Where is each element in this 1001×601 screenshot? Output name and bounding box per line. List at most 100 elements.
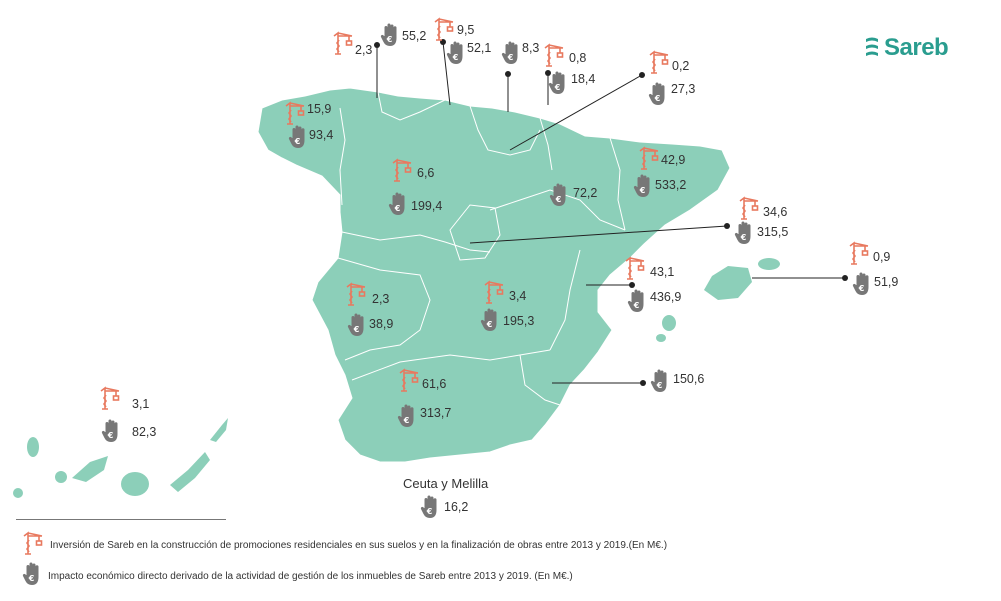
border-extremadura (337, 257, 431, 361)
leader-madrid (469, 225, 728, 244)
impact-value: 533,2 (655, 178, 687, 192)
dot-murcia (640, 380, 646, 386)
region-borders (337, 91, 626, 406)
menorca (758, 258, 780, 270)
svg-text:€: € (386, 35, 393, 44)
balearic-islands (656, 258, 780, 342)
hand-euro-icon: € (852, 271, 872, 302)
crane-icon (638, 146, 660, 175)
investment-value: 3,4 (509, 289, 527, 303)
crane-icon (483, 280, 505, 309)
dot-la-rioja (639, 72, 645, 78)
logo-text: Sareb (884, 34, 949, 61)
dot-asturias-extra (505, 71, 511, 77)
hand-euro-icon: € (446, 40, 466, 71)
investment-value: 6,6 (417, 166, 435, 180)
impact-value: 93,4 (309, 128, 334, 142)
impact-value: 16,2 (444, 500, 469, 514)
investment-value: 34,6 (763, 205, 788, 219)
border-basque (469, 105, 541, 156)
crane-icon (332, 31, 354, 60)
impact-value: 27,3 (671, 82, 696, 96)
investment-value: 42,9 (661, 153, 686, 167)
hand-euro-icon: € (648, 81, 668, 112)
legend-investment-text: Inversión de Sareb en la construcción de… (50, 540, 668, 551)
crane-icon (284, 101, 306, 130)
hand-euro-icon: € (501, 40, 521, 71)
impact-value: 38,9 (369, 317, 394, 331)
dot-baleares (842, 275, 848, 281)
impact-value: 195,3 (503, 314, 535, 328)
hand-euro-icon: € (549, 182, 569, 213)
svg-text:€: € (555, 195, 562, 204)
border-andalucia (351, 349, 551, 381)
svg-text:€: € (353, 325, 360, 334)
svg-text:€: € (654, 94, 661, 103)
svg-text:€: € (28, 574, 35, 583)
crane-icon (648, 50, 670, 79)
lanzarote (210, 418, 228, 442)
border-castilla-leon-south (341, 231, 491, 253)
hand-euro-icon: € (548, 70, 568, 101)
la-gomera (55, 471, 67, 483)
hand-euro-icon: € (650, 368, 670, 399)
crane-icon (848, 241, 870, 270)
hand-euro-icon: € (627, 288, 647, 319)
investment-value: 9,5 (457, 23, 475, 37)
tenerife (72, 456, 108, 482)
svg-text:€: € (554, 83, 561, 92)
border-clm-valencia (549, 249, 581, 351)
crane-icon (433, 17, 455, 46)
crane-icon (398, 368, 420, 397)
mallorca (704, 266, 752, 300)
impact-value: 72,2 (573, 186, 598, 200)
crane-icon (624, 256, 646, 285)
canary-islands (13, 418, 228, 498)
border-aragon-catalonia (609, 137, 626, 231)
dot-navarra (545, 70, 551, 76)
leader-pais-vasco (442, 41, 451, 106)
peninsula-land (257, 87, 731, 463)
svg-text:€: € (394, 204, 401, 213)
svg-text:€: € (426, 507, 433, 516)
crane-icon (345, 282, 367, 311)
dot-madrid (724, 223, 730, 229)
legend-impact-text: Impacto económico directo derivado de la… (48, 571, 573, 582)
investment-value: 0,9 (873, 250, 891, 264)
hand-euro-icon: € (480, 307, 500, 338)
investment-value: 2,3 (372, 292, 390, 306)
impact-value: 8,3 (522, 41, 540, 55)
border-cantabria (377, 91, 446, 121)
sareb-logo-icon (866, 37, 878, 56)
border-murcia (519, 354, 561, 406)
leader-la-rioja (509, 74, 643, 151)
crane-icon (543, 43, 565, 72)
region-title: Ceuta y Melilla (403, 476, 489, 491)
border-navarra (539, 117, 553, 171)
dot-valencia (629, 282, 635, 288)
impact-value: 18,4 (571, 72, 596, 86)
impact-value: 436,9 (650, 290, 682, 304)
svg-text:€: € (633, 301, 640, 310)
leader-dots (374, 39, 848, 386)
svg-text:€: € (740, 233, 747, 242)
legend-impact: € Impacto económico directo derivado de … (22, 561, 573, 592)
hand-euro-icon: € (388, 191, 408, 222)
svg-text:€: € (656, 381, 663, 390)
hand-euro-icon: € (101, 418, 121, 449)
border-galicia (339, 107, 346, 206)
legend-divider (16, 519, 226, 520)
crane-icon (99, 386, 121, 415)
svg-text:€: € (858, 284, 865, 293)
hand-euro-icon: € (420, 494, 440, 525)
impact-value: 150,6 (673, 372, 705, 386)
impact-value: 199,4 (411, 199, 443, 213)
svg-text:€: € (403, 416, 410, 425)
hand-euro-icon: € (347, 312, 367, 343)
impact-value: 52,1 (467, 41, 492, 55)
hand-euro-icon: € (633, 173, 653, 204)
impact-value: 82,3 (132, 425, 157, 439)
sareb-logo: Sareb (864, 34, 949, 62)
impact-value: 315,5 (757, 225, 789, 239)
